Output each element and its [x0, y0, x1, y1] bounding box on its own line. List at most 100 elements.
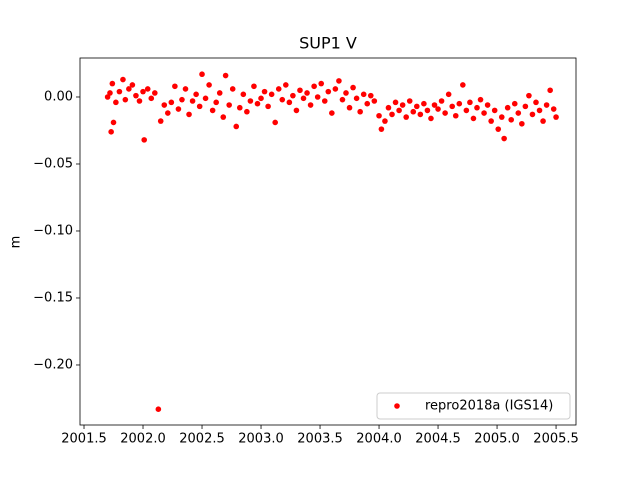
point	[428, 115, 434, 122]
point	[161, 102, 168, 108]
point	[484, 102, 491, 108]
point	[350, 84, 356, 91]
x-tick-label: 2001.5	[61, 432, 107, 447]
point	[175, 106, 182, 112]
point	[213, 99, 219, 106]
point	[136, 98, 143, 104]
point	[382, 118, 388, 124]
point	[148, 95, 155, 102]
point	[275, 86, 282, 92]
point	[318, 80, 325, 87]
point	[477, 96, 484, 103]
point	[431, 102, 438, 108]
point	[297, 87, 303, 94]
y-axis-label: m	[9, 236, 24, 249]
point	[399, 102, 406, 108]
point	[508, 116, 515, 123]
point	[155, 406, 162, 412]
point	[540, 118, 546, 124]
point	[229, 86, 236, 92]
x-tick-label: 2002.0	[120, 432, 166, 447]
point	[488, 118, 494, 124]
point	[529, 111, 536, 118]
point	[481, 110, 487, 116]
point	[108, 129, 114, 135]
point	[168, 99, 175, 106]
point	[417, 111, 424, 118]
point	[410, 108, 417, 115]
point	[498, 114, 505, 120]
point	[376, 112, 382, 119]
point	[283, 82, 289, 88]
point	[311, 83, 317, 90]
point	[226, 102, 232, 108]
point	[321, 98, 328, 104]
point	[343, 90, 349, 96]
point	[107, 90, 113, 96]
point	[515, 110, 522, 116]
point	[199, 71, 205, 78]
point	[522, 103, 529, 110]
point	[357, 108, 363, 115]
point	[152, 90, 158, 96]
point	[133, 92, 139, 99]
point	[463, 107, 470, 114]
point	[236, 104, 243, 111]
point	[360, 91, 367, 98]
point	[533, 99, 539, 106]
point	[251, 83, 257, 90]
point	[290, 92, 296, 99]
point	[346, 104, 353, 111]
point	[129, 82, 136, 88]
legend-label: repro2018a (IGS14)	[425, 399, 553, 414]
point	[474, 104, 480, 111]
point	[456, 100, 463, 107]
point	[543, 102, 550, 108]
point	[172, 83, 178, 90]
point	[406, 98, 413, 104]
point	[265, 103, 271, 110]
point	[460, 82, 466, 88]
point	[435, 106, 441, 112]
point	[526, 92, 532, 99]
point	[182, 86, 189, 92]
point	[120, 76, 126, 83]
point	[403, 114, 409, 120]
point	[553, 114, 559, 120]
point	[293, 107, 300, 114]
point	[470, 115, 477, 122]
point	[339, 96, 346, 103]
point	[550, 106, 557, 112]
point	[449, 103, 456, 110]
point	[501, 135, 507, 142]
plot-frame	[79, 57, 577, 426]
y-tick-label: −0.05	[33, 156, 73, 171]
chart-title: SUP1 V	[299, 34, 357, 53]
point	[536, 107, 543, 114]
x-tick-label: 2002.5	[179, 432, 225, 447]
point	[216, 90, 223, 96]
point	[189, 98, 196, 104]
point	[240, 91, 247, 98]
y-tick-label: −0.20	[33, 357, 73, 372]
point	[353, 95, 360, 102]
point	[332, 86, 339, 92]
point	[364, 100, 371, 107]
point	[141, 137, 147, 143]
point	[140, 88, 146, 95]
point	[254, 100, 261, 107]
point	[385, 104, 392, 111]
point	[179, 96, 185, 103]
point	[110, 119, 117, 126]
point	[325, 88, 332, 95]
point	[261, 88, 268, 95]
point	[367, 92, 374, 99]
legend-marker	[394, 403, 400, 409]
point	[196, 103, 203, 110]
point	[371, 98, 378, 104]
x-tick-label: 2003.5	[297, 432, 343, 447]
point	[329, 110, 335, 116]
point	[193, 91, 199, 98]
point	[495, 126, 502, 132]
point	[144, 86, 151, 92]
